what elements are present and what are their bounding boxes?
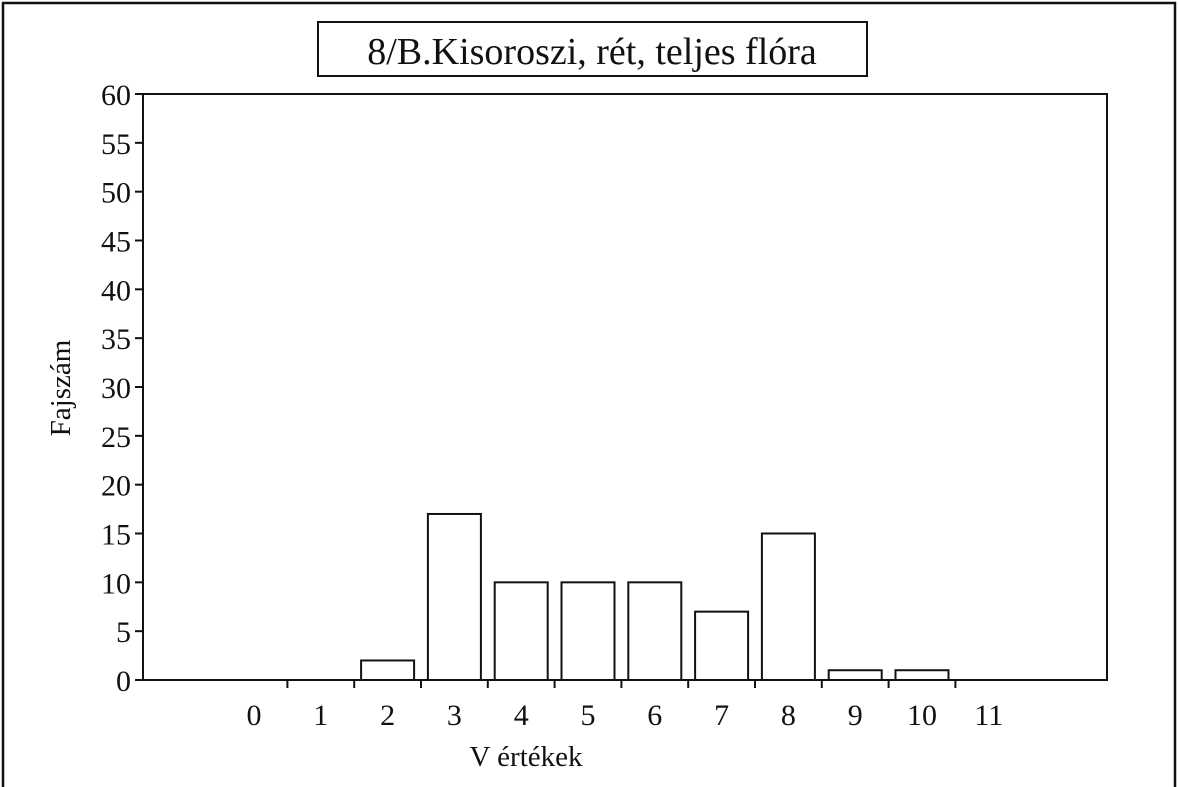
bar-4 [493, 581, 549, 681]
y-tick-label: 35 [101, 323, 131, 356]
bar-9 [827, 669, 883, 682]
y-axis-ticks: 0 5 10 15 20 25 30 35 40 45 50 55 60 [101, 79, 143, 698]
bar-8 [760, 532, 816, 681]
chart-title: 8/B.Kisoroszi, rét, teljes flóra [317, 21, 868, 77]
y-tick-label: 30 [101, 372, 131, 405]
y-axis-label: Fajszám [45, 339, 77, 436]
y-tick-label: 40 [101, 274, 131, 307]
bar-5 [560, 581, 616, 681]
x-tick-label: 0 [247, 699, 262, 732]
x-tick-label: 9 [848, 699, 863, 732]
y-tick-label: 60 [101, 79, 131, 112]
bar-10 [894, 669, 950, 682]
x-tick-label: 7 [714, 699, 729, 732]
y-tick-label: 0 [116, 665, 131, 698]
bar-6 [627, 581, 683, 681]
bar-2 [360, 659, 416, 682]
bar-7 [694, 610, 750, 682]
x-tick-label: 2 [380, 699, 395, 732]
title-box [317, 21, 868, 77]
y-tick-label: 20 [101, 470, 131, 503]
x-tick-label: 11 [974, 699, 1003, 732]
y-tick-label: 55 [101, 128, 131, 161]
y-tick-label: 10 [101, 567, 131, 600]
y-tick-label: 50 [101, 177, 131, 210]
x-tick-label: 4 [514, 699, 529, 732]
bar-3 [426, 512, 482, 682]
x-tick-label: 10 [907, 699, 937, 732]
x-axis-label: V értékek [470, 741, 583, 773]
x-tick-label: 3 [447, 699, 462, 732]
x-axis-ticks: 0 1 2 3 4 5 6 7 8 9 10 11 [247, 680, 1003, 732]
y-tick-label: 25 [101, 421, 131, 454]
bars [360, 512, 950, 682]
chart-title-text: 8/B.Kisoroszi, rét, teljes flóra [367, 31, 817, 73]
y-tick-label: 45 [101, 226, 131, 259]
x-tick-label: 5 [581, 699, 596, 732]
x-tick-label: 6 [647, 699, 662, 732]
x-tick-label: 1 [313, 699, 328, 732]
plot-frame [142, 93, 1108, 681]
y-tick-label: 5 [116, 616, 131, 649]
y-tick-label: 15 [101, 519, 131, 552]
x-tick-label: 8 [781, 699, 796, 732]
